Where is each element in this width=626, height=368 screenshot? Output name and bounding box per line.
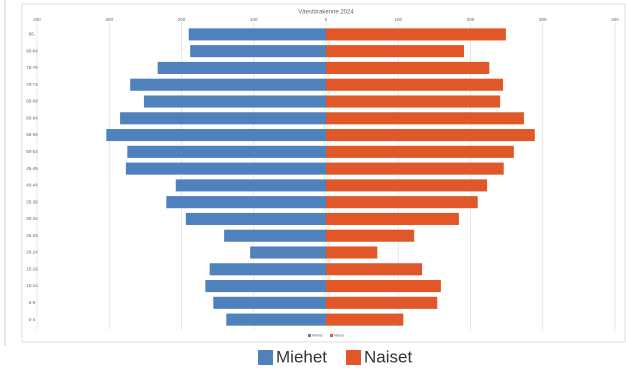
bar [143, 95, 326, 108]
legend-swatch [346, 350, 361, 365]
bar [224, 229, 326, 242]
bar [326, 28, 506, 41]
y-tick-label: 45-49 [26, 166, 38, 171]
bar [326, 45, 464, 58]
x-tick-label: 100 [394, 17, 402, 22]
y-tick-label: 60-64 [26, 115, 38, 120]
bar [130, 78, 326, 91]
bar [326, 296, 438, 309]
y-tick-label: 35-39 [26, 199, 38, 204]
bar [226, 313, 326, 326]
y-tick-label: 50-54 [26, 149, 38, 154]
legend-swatch [308, 334, 311, 337]
y-tick-label: 70-74 [26, 82, 38, 87]
bar [326, 179, 488, 192]
bar [188, 28, 326, 41]
bar [326, 246, 378, 259]
y-tick-label: 80-84 [26, 48, 38, 53]
bar [326, 129, 535, 142]
y-tick-label: 0-4 [29, 317, 36, 322]
bar [166, 196, 326, 209]
bar [125, 162, 327, 175]
bar [326, 61, 490, 74]
bar [326, 263, 423, 276]
x-tick-label: 300 [539, 17, 547, 22]
bar [185, 212, 326, 225]
bar [326, 280, 441, 293]
bar [326, 95, 501, 108]
bar [326, 78, 504, 91]
bar [326, 196, 478, 209]
y-tick-label: 30-34 [26, 216, 38, 221]
bar [326, 313, 404, 326]
bar [190, 45, 326, 58]
bar [326, 112, 524, 125]
bar [120, 112, 327, 125]
y-tick-label: 10-14 [26, 283, 38, 288]
bar [326, 212, 459, 225]
legend-label: Miehet [276, 347, 327, 366]
bar [106, 129, 326, 142]
y-tick-label: 40-44 [26, 183, 38, 188]
x-tick-label: 400 [33, 17, 41, 22]
bar [326, 229, 415, 242]
x-tick-label: 200 [467, 17, 475, 22]
bar [326, 162, 504, 175]
y-tick-label: 25-29 [26, 233, 38, 238]
bar [326, 145, 514, 158]
y-tick-label: 75-79 [26, 65, 38, 70]
bar [175, 179, 326, 192]
legend-label: Naiset [334, 334, 344, 338]
x-tick-label: 0 [325, 17, 328, 22]
chart-title: Väestörakenne 2024 [298, 10, 354, 16]
x-tick-label: 100 [250, 17, 258, 22]
bar [127, 145, 326, 158]
y-tick-label: 20-24 [26, 250, 38, 255]
x-tick-label: 200 [178, 17, 186, 22]
legend-label: Miehet [312, 334, 323, 338]
bar [157, 61, 326, 74]
y-tick-label: 5-9 [29, 300, 36, 305]
bar [250, 246, 326, 259]
legend-swatch [330, 334, 333, 337]
y-tick-label: 55-59 [26, 132, 38, 137]
x-tick-label: 400 [611, 17, 619, 22]
bar [213, 296, 326, 309]
bar [209, 263, 326, 276]
y-tick-label: 65-69 [26, 99, 38, 104]
x-tick-label: 300 [105, 17, 113, 22]
legend-label: Naiset [364, 347, 412, 366]
bar [205, 280, 326, 293]
y-tick-label: 15-19 [26, 266, 38, 271]
y-tick-label: 85- [29, 32, 36, 37]
legend-swatch [258, 350, 273, 365]
